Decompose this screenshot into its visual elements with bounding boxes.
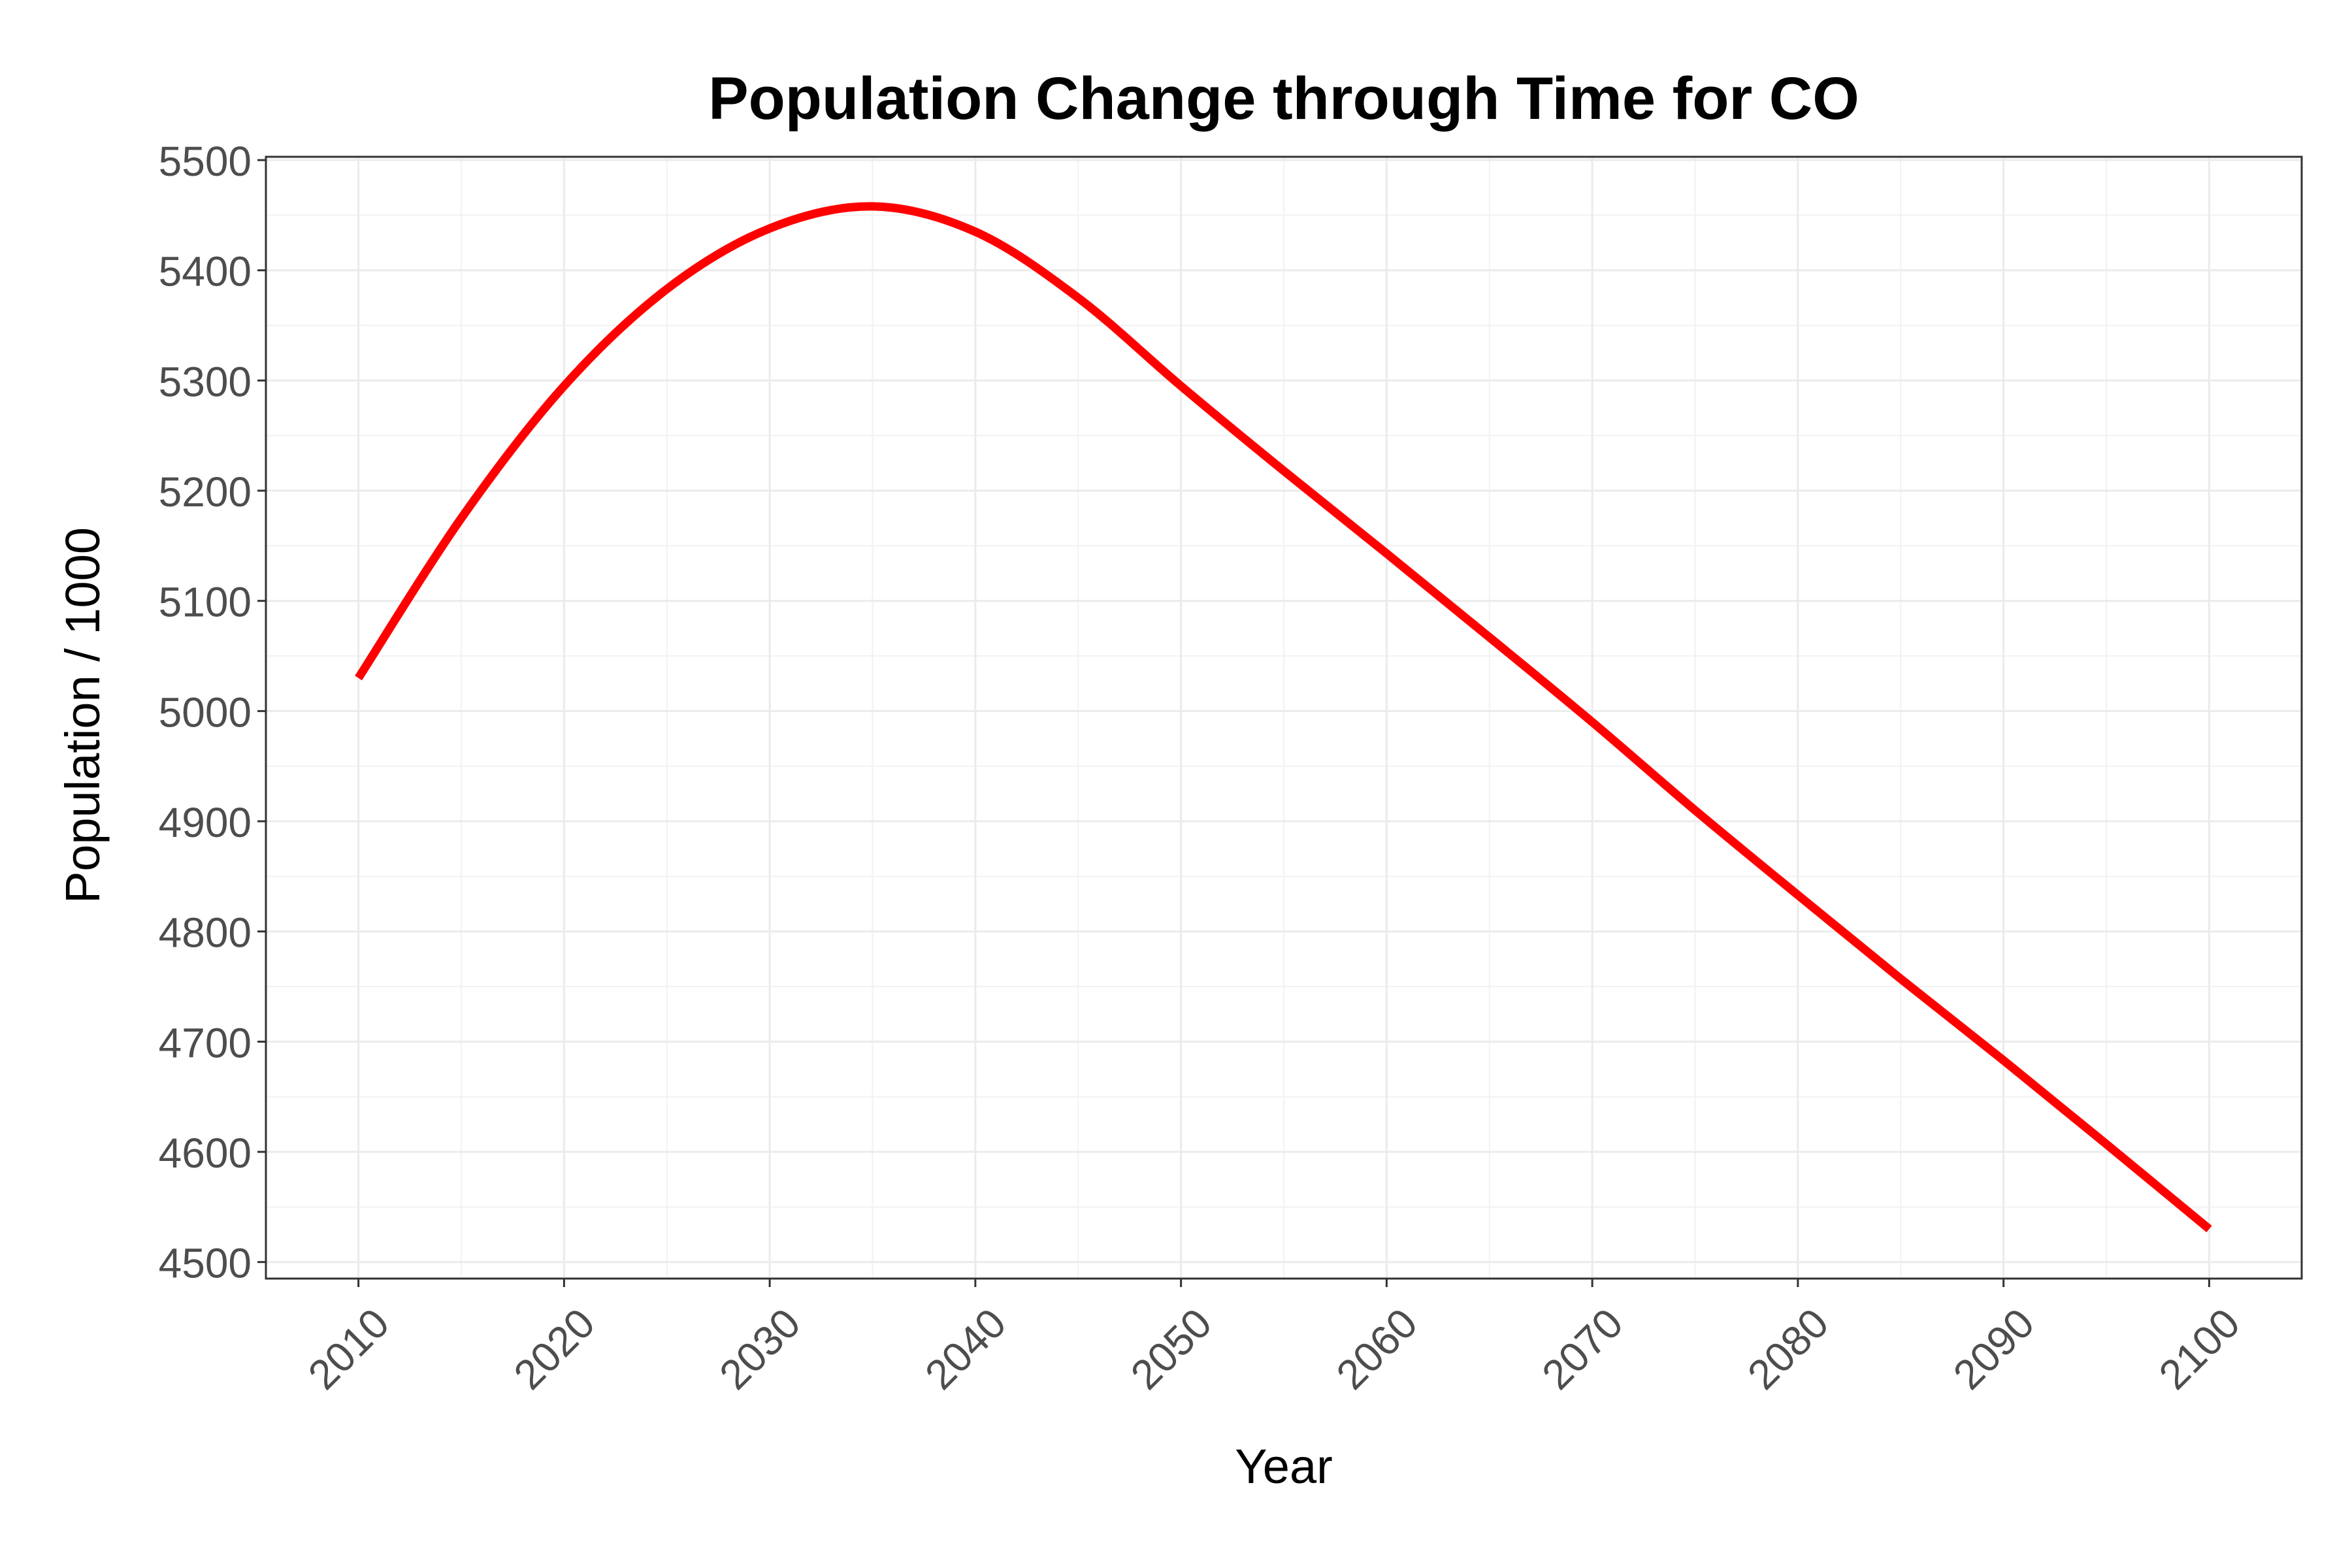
y-tick-label: 5500 [159, 138, 252, 185]
y-tick-label: 4800 [159, 909, 252, 956]
series-layer [355, 202, 2212, 1233]
plot-panel-border [265, 155, 2303, 1280]
series-line [355, 202, 2212, 1233]
y-tick-label: 4900 [159, 799, 252, 846]
chart-title: Population Change through Time for CO [708, 65, 1859, 132]
x-axis-title: Year [1235, 1439, 1333, 1494]
y-tick-label: 4600 [159, 1130, 252, 1177]
y-tick-label: 5300 [159, 358, 252, 405]
grid-lines [266, 157, 2302, 1279]
y-axis-title: Population / 1000 [56, 527, 110, 904]
y-tick-label: 5100 [159, 579, 252, 626]
y-tick-label: 4700 [159, 1019, 252, 1066]
y-tick-label: 4500 [159, 1240, 252, 1287]
y-tick-label: 5200 [159, 468, 252, 515]
y-tick-label: 5400 [159, 248, 252, 295]
y-tick-label: 5000 [159, 689, 252, 736]
